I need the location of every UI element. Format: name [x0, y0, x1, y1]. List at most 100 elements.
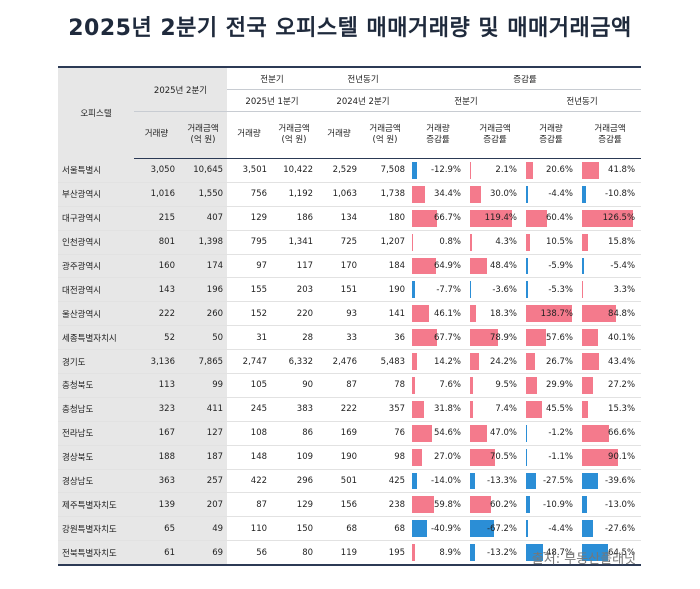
rate-value: -10.8% [604, 189, 636, 200]
y-vol-cell: 169 [317, 421, 362, 446]
q-amt-cell: 383 [271, 397, 318, 422]
c-amt-cell: 99 [179, 373, 228, 398]
rate-bar [582, 353, 600, 371]
rate-bar [526, 257, 529, 275]
rate-cell: -27.5% [523, 469, 580, 494]
rate-bar [582, 448, 619, 466]
y-amt-cell: 76 [361, 421, 410, 446]
rate-value: -27.5% [542, 476, 574, 487]
header-prev-quarter: 전분기 [227, 67, 318, 90]
rate-bar [582, 233, 589, 251]
rate-bar [526, 305, 573, 323]
rate-value: -1.2% [548, 428, 574, 439]
c-amt-cell: 7,865 [179, 349, 228, 375]
rate-value: 9.5% [495, 380, 518, 391]
y-vol-cell: 222 [317, 397, 362, 422]
q-vol-cell: 108 [227, 421, 272, 446]
y-amt-cell: 190 [361, 277, 410, 303]
y-amt-cell: 180 [361, 206, 410, 231]
q-amt-cell: 203 [271, 277, 318, 303]
rate-cell: -10.8% [579, 182, 642, 207]
y-amt-cell: 238 [361, 492, 410, 518]
rate-cell: -5.9% [523, 254, 580, 279]
rate-value: 8.9% [439, 547, 462, 558]
rate-value: 18.3% [490, 308, 518, 319]
rate-value: 126.5% [602, 213, 636, 224]
rate-bar [412, 472, 418, 490]
header-vol: 거래량 [317, 111, 362, 159]
rate-value: 27.2% [608, 380, 636, 391]
rate-bar [412, 377, 415, 394]
header-prev-quarter-sub: 2025년 1분기 [227, 89, 318, 112]
rate-cell: 64.9% [409, 254, 468, 279]
region-name: 광주광역시 [58, 254, 134, 279]
rate-cell: 10.5% [523, 230, 580, 255]
y-vol-cell: 190 [317, 445, 362, 470]
rate-bar [470, 472, 475, 490]
header-current: 2025년 2분기 [134, 67, 228, 112]
y-amt-cell: 1,207 [361, 230, 410, 255]
header-amt: 거래금액 (억 원) [271, 111, 318, 159]
rate-value: -7.7% [436, 284, 462, 295]
rate-cell: 15.3% [579, 397, 642, 422]
rate-cell: 20.6% [523, 158, 580, 183]
rate-value: 119.4% [484, 213, 518, 224]
y-vol-cell: 170 [317, 254, 362, 279]
y-amt-cell: 36 [361, 325, 410, 351]
rate-value: 15.8% [608, 237, 636, 248]
rate-cell: 31.8% [409, 397, 468, 422]
q-amt-cell: 220 [271, 301, 318, 327]
rate-value: -39.6% [604, 476, 636, 487]
rate-value: 54.6% [434, 428, 462, 439]
region-name: 경상남도 [58, 469, 134, 494]
rate-cell: -27.6% [579, 516, 642, 542]
rate-bar [526, 377, 537, 394]
y-amt-cell: 1,738 [361, 182, 410, 207]
rate-value: 40.1% [608, 332, 636, 343]
q-amt-cell: 150 [271, 516, 318, 542]
header-amt-rate: 거래금액 증감률 [579, 111, 642, 159]
y-amt-cell: 7,508 [361, 158, 410, 183]
rate-bar [526, 496, 530, 514]
table-row: 부산광역시 1,016 1,550 756 1,192 1,063 1,738 34.4% 30… [58, 182, 642, 207]
rate-cell: 26.7% [523, 349, 580, 375]
rate-cell: 78.9% [467, 325, 524, 351]
c-amt-cell: 10,645 [179, 158, 228, 183]
rate-bar [470, 162, 471, 179]
rate-cell: 90.1% [579, 445, 642, 470]
c-vol-cell: 1,016 [134, 182, 179, 207]
c-vol-cell: 188 [134, 445, 179, 470]
y-vol-cell: 1,063 [317, 182, 362, 207]
q-vol-cell: 152 [227, 301, 272, 327]
rate-cell: 67.7% [409, 325, 468, 351]
y-vol-cell: 134 [317, 206, 362, 231]
q-vol-cell: 245 [227, 397, 272, 422]
region-name: 경기도 [58, 349, 134, 375]
rate-cell: 0.8% [409, 230, 468, 255]
rate-value: -3.6% [492, 284, 518, 295]
rate-cell: 2.1% [467, 158, 524, 183]
q-amt-cell: 80 [271, 540, 318, 567]
rate-value: 70.5% [490, 452, 518, 463]
table-row: 충청남도 323 411 245 383 222 357 31.8% 7.4% 45.5% 15.3… [58, 397, 642, 422]
rate-value: 84.8% [608, 308, 636, 319]
y-vol-cell: 156 [317, 492, 362, 518]
rate-value: 30.0% [490, 189, 518, 200]
rate-bar [582, 544, 608, 562]
rate-value: 41.8% [608, 165, 636, 176]
rate-value: 59.8% [434, 499, 462, 510]
rate-bar [582, 472, 598, 490]
rate-bar [582, 400, 589, 418]
rate-bar [470, 544, 475, 562]
c-vol-cell: 61 [134, 540, 179, 567]
c-vol-cell: 3,136 [134, 349, 179, 375]
region-name: 인천광역시 [58, 230, 134, 255]
rate-cell: 7.6% [409, 373, 468, 398]
rate-value: 66.6% [608, 428, 636, 439]
y-vol-cell: 33 [317, 325, 362, 351]
rate-bar [582, 377, 593, 394]
q-amt-cell: 1,192 [271, 182, 318, 207]
table-row: 제주특별자치도 139 207 87 129 156 238 59.8% 60.2% -10.9%… [58, 492, 642, 518]
rate-bar [412, 162, 417, 179]
rate-value: 60.2% [490, 499, 518, 510]
